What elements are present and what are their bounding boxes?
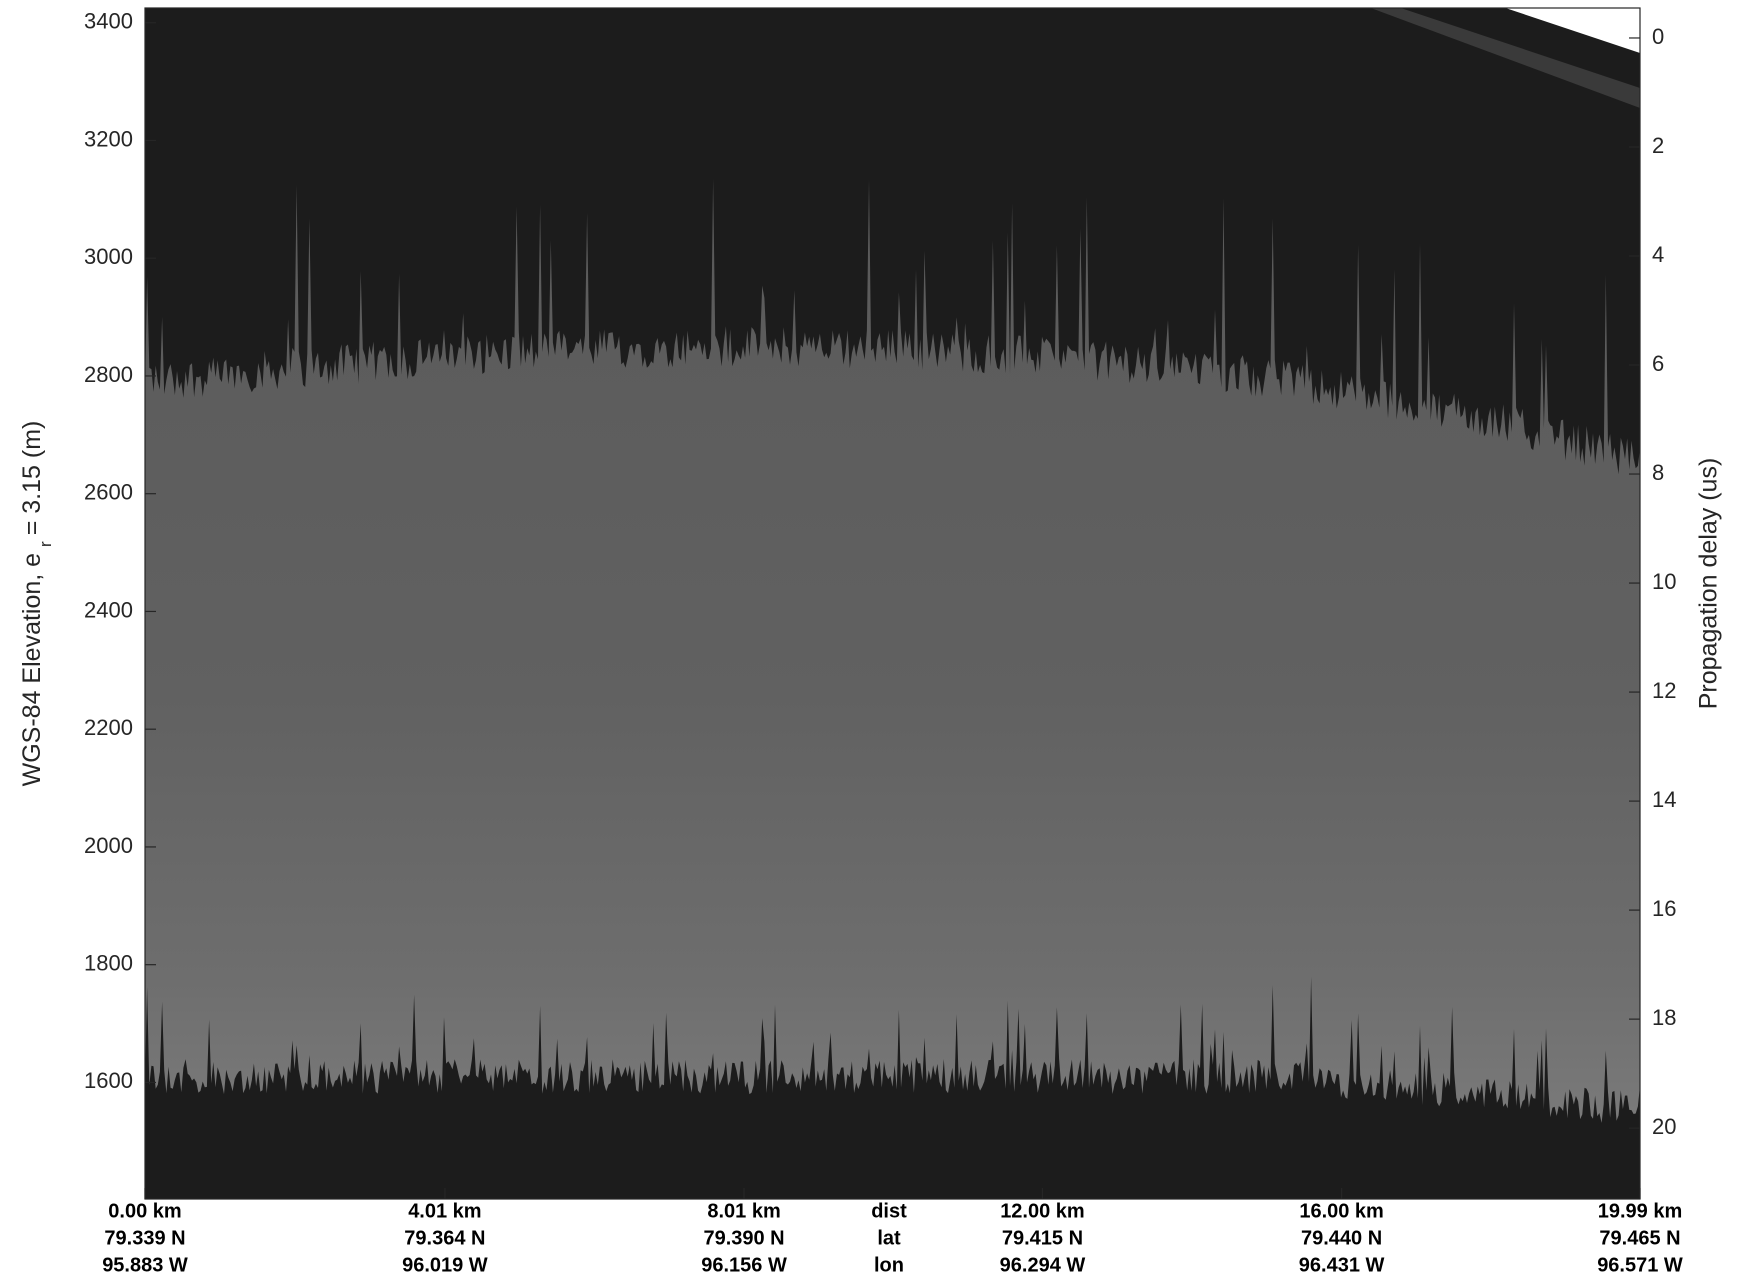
lat-label: 79.390 N (703, 1227, 784, 1249)
y2-tick-label: 4 (1652, 242, 1664, 267)
y2-tick-label: 10 (1652, 569, 1676, 594)
y-tick-label: 3000 (84, 244, 133, 269)
y-tick-label: 3200 (84, 126, 133, 151)
y2-tick-label: 18 (1652, 1005, 1676, 1030)
y2-tick-label: 12 (1652, 678, 1676, 703)
lat-label: 79.364 N (404, 1227, 485, 1249)
x-tick-label: 19.99 km (1598, 1200, 1683, 1222)
y2-tick-label: 0 (1652, 24, 1664, 49)
y-axis-title-main: WGS-84 Elevation, e (18, 553, 46, 786)
echogram (145, 8, 1640, 1199)
echo-ice (145, 178, 1640, 1123)
y2-tick-label: 14 (1652, 787, 1676, 812)
y-tick-label: 3400 (84, 9, 133, 34)
lon-label: 96.294 W (1000, 1254, 1086, 1276)
y2-axis-title: Propagation delay (us) (1695, 458, 1723, 710)
y-axis-title-sub: r (36, 541, 55, 547)
y2-tick-label: 20 (1652, 1114, 1676, 1139)
row-label-lat: lat (877, 1227, 901, 1249)
y-tick-label: 1600 (84, 1068, 133, 1093)
y-tick-label: 2400 (84, 597, 133, 622)
lon-label: 96.156 W (701, 1254, 787, 1276)
y-tick-label: 2200 (84, 715, 133, 740)
lat-label: 79.465 N (1599, 1227, 1680, 1249)
y-tick-label: 2000 (84, 833, 133, 858)
y2-tick-label: 16 (1652, 896, 1676, 921)
x-tick-label: 16.00 km (1299, 1200, 1384, 1222)
x-tick-label: 0.00 km (108, 1200, 181, 1222)
axes: 1600180020002200240026002800300032003400… (18, 7, 1723, 1276)
y2-tick-label: 2 (1652, 133, 1664, 158)
lon-label: 95.883 W (102, 1254, 188, 1276)
y2-tick-label: 8 (1652, 460, 1664, 485)
y-tick-label: 2600 (84, 480, 133, 505)
echo-sidelobe (1370, 8, 1640, 108)
y-tick-label: 1800 (84, 950, 133, 975)
y-axis-title: WGS-84 Elevation, e r = 3.15 (m) (18, 421, 56, 787)
lon-label: 96.019 W (402, 1254, 488, 1276)
y2-tick-label: 6 (1652, 351, 1664, 376)
row-label-lon: lon (874, 1254, 904, 1276)
row-label-dist: dist (871, 1200, 907, 1222)
echo-corner (1505, 8, 1640, 53)
lat-label: 79.339 N (104, 1227, 185, 1249)
plot-frame (144, 7, 1641, 1200)
lon-label: 96.431 W (1299, 1254, 1385, 1276)
x-tick-label: 4.01 km (408, 1200, 481, 1222)
y-tick-label: 2800 (84, 362, 133, 387)
lat-label: 79.440 N (1301, 1227, 1382, 1249)
x-tick-label: 8.01 km (707, 1200, 780, 1222)
lon-label: 96.571 W (1597, 1254, 1683, 1276)
lat-label: 79.415 N (1002, 1227, 1083, 1249)
x-tick-label: 12.00 km (1000, 1200, 1085, 1222)
y-axis-title-end: = 3.15 (m) (18, 421, 46, 536)
